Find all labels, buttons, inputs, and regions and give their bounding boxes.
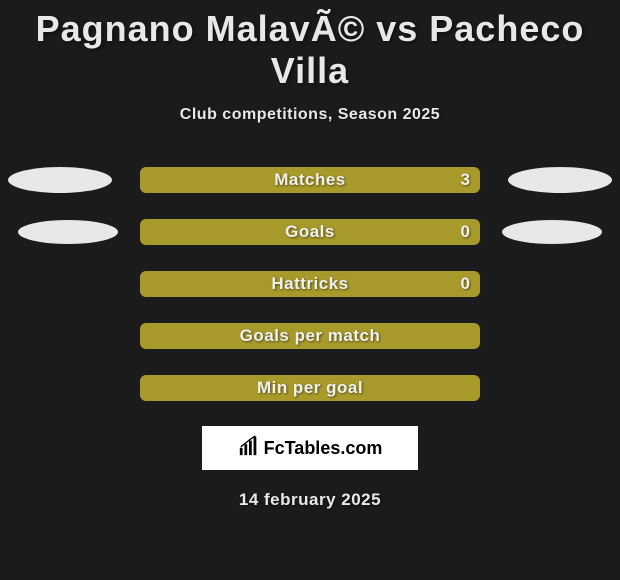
ellipse-right — [502, 220, 602, 244]
stat-bar: Goals per match — [140, 323, 480, 349]
stat-value: 3 — [461, 170, 470, 190]
stat-bar: Hattricks 0 — [140, 271, 480, 297]
logo-box: FcTables.com — [202, 426, 418, 470]
logo-brand: FcTables.com — [264, 438, 383, 459]
logo-content: FcTables.com — [238, 435, 383, 462]
stat-value: 0 — [461, 274, 470, 294]
date-text: 14 february 2025 — [0, 490, 620, 510]
page-title: Pagnano MalavÃ© vs Pacheco Villa — [0, 8, 620, 92]
stat-label: Min per goal — [257, 378, 363, 398]
stat-bar: Goals 0 — [140, 219, 480, 245]
stat-bar: Min per goal — [140, 375, 480, 401]
stat-bar: Matches 3 — [140, 167, 480, 193]
stat-value: 0 — [461, 222, 470, 242]
stat-label: Hattricks — [271, 274, 348, 294]
stat-label: Goals — [285, 222, 335, 242]
stat-row: Goals 0 — [0, 218, 620, 246]
chart-icon — [238, 435, 260, 462]
ellipse-left — [18, 220, 118, 244]
ellipse-left — [8, 167, 112, 193]
stats-panel: Pagnano MalavÃ© vs Pacheco Villa Club co… — [0, 0, 620, 510]
stat-row: Hattricks 0 — [0, 270, 620, 298]
ellipse-right — [508, 167, 612, 193]
stat-label: Goals per match — [240, 326, 381, 346]
subtitle: Club competitions, Season 2025 — [0, 106, 620, 124]
stat-row: Goals per match — [0, 322, 620, 350]
stat-row: Matches 3 — [0, 166, 620, 194]
stat-label: Matches — [274, 170, 346, 190]
stat-row: Min per goal — [0, 374, 620, 402]
